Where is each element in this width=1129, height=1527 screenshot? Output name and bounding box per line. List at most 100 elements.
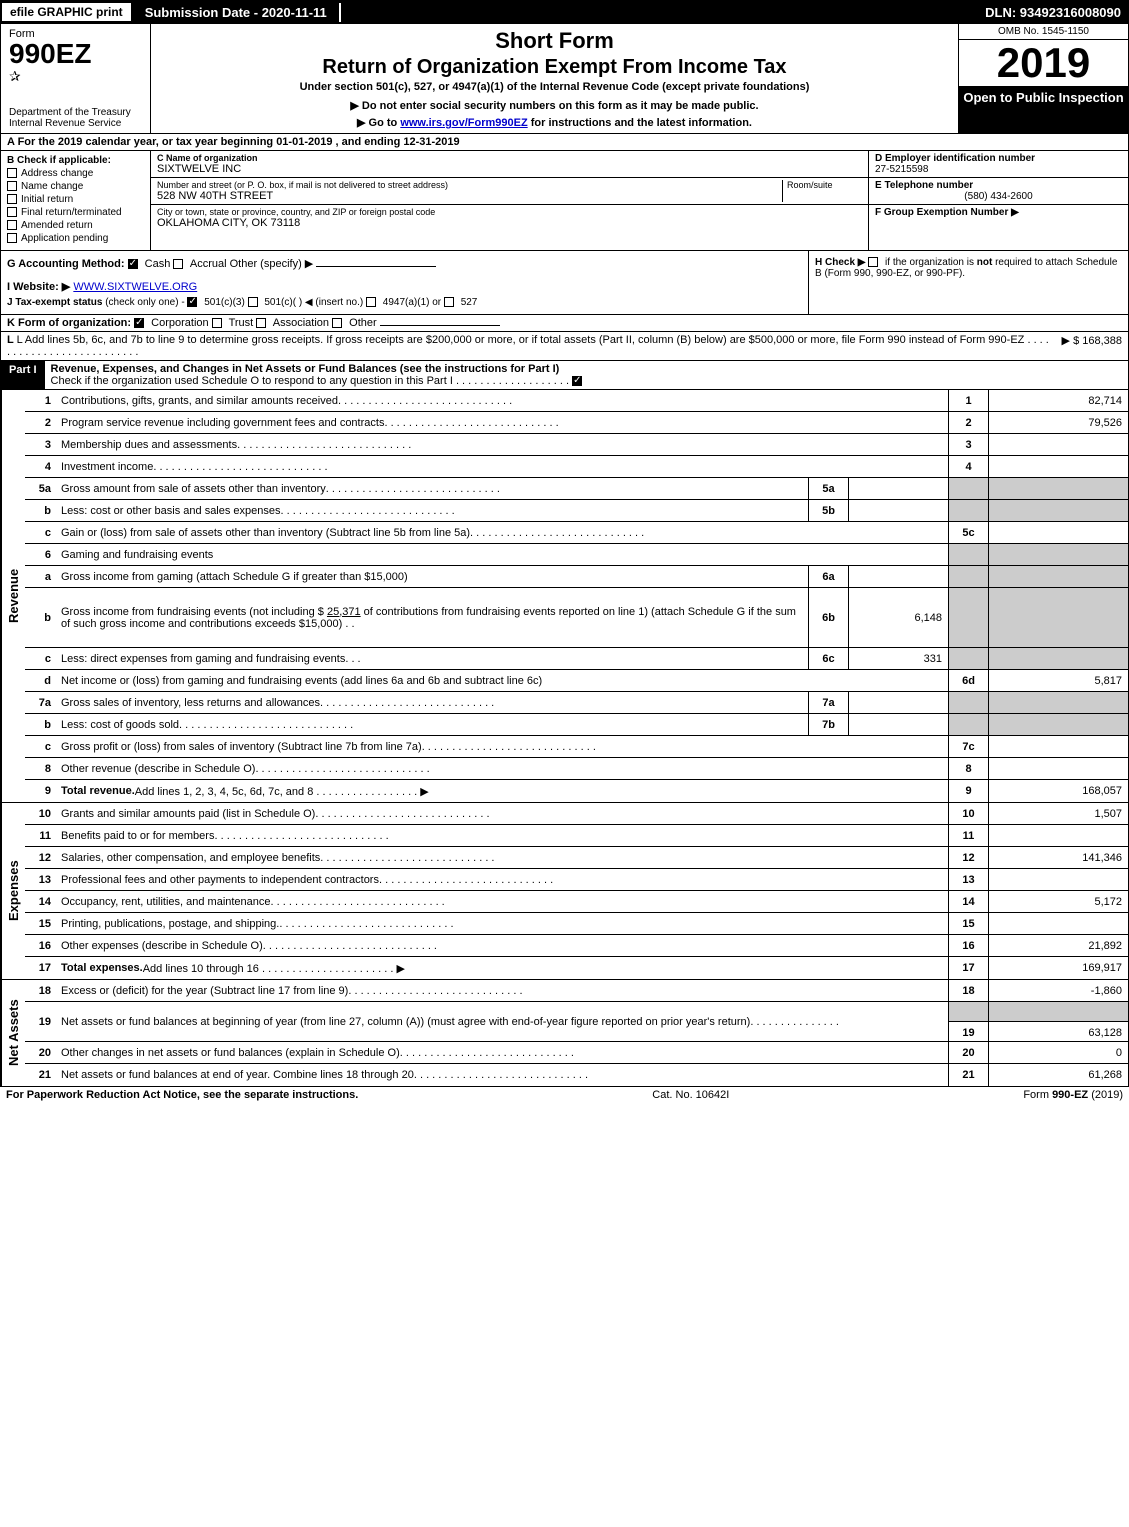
ssn-warning: ▶ Do not enter social security numbers o… — [155, 99, 954, 112]
org-name-row: C Name of organization SIXTWELVE INC — [151, 151, 868, 178]
section-gh: G Accounting Method: Cash Accrual Other … — [0, 251, 1129, 315]
phone-value: (580) 434-2600 — [875, 191, 1122, 202]
check-schedule-o[interactable] — [572, 376, 582, 386]
check-501c3[interactable] — [187, 297, 197, 307]
check-application-pending[interactable]: Application pending — [7, 233, 144, 244]
line-1: 1 Contributions, gifts, grants, and simi… — [25, 390, 1128, 412]
line-6a: a Gross income from gaming (attach Sched… — [25, 566, 1128, 588]
line-14: 14 Occupancy, rent, utilities, and maint… — [25, 891, 1128, 913]
check-address-change[interactable]: Address change — [7, 168, 144, 179]
check-other-org[interactable] — [332, 318, 342, 328]
check-corp[interactable] — [134, 318, 144, 328]
line-5c: c Gain or (loss) from sale of assets oth… — [25, 522, 1128, 544]
section-b: B Check if applicable: Address change Na… — [1, 151, 151, 250]
line-6c: c Less: direct expenses from gaming and … — [25, 648, 1128, 670]
expenses-section: Expenses 10 Grants and similar amounts p… — [0, 803, 1129, 980]
section-c: C Name of organization SIXTWELVE INC Num… — [151, 151, 868, 250]
line-21: 21 Net assets or fund balances at end of… — [25, 1064, 1128, 1086]
street-label: Number and street (or P. O. box, if mail… — [157, 180, 782, 190]
section-a-row: A For the 2019 calendar year, or tax yea… — [0, 134, 1129, 151]
info-grid: B Check if applicable: Address change Na… — [0, 151, 1129, 251]
line-12: 12 Salaries, other compensation, and emp… — [25, 847, 1128, 869]
check-4947[interactable] — [366, 297, 376, 307]
street-value: 528 NW 40TH STREET — [157, 190, 782, 202]
website-row: I Website: ▶ WWW.SIXTWELVE.ORG — [7, 280, 802, 293]
check-trust[interactable] — [212, 318, 222, 328]
form-number: 990EZ — [9, 40, 142, 68]
check-initial-return[interactable]: Initial return — [7, 194, 144, 205]
subtitle: Under section 501(c), 527, or 4947(a)(1)… — [155, 81, 954, 93]
line-6: 6 Gaming and fundraising events — [25, 544, 1128, 566]
city-value: OKLAHOMA CITY, OK 73118 — [157, 217, 862, 229]
footer-left: For Paperwork Reduction Act Notice, see … — [6, 1089, 358, 1101]
line-8: 8 Other revenue (describe in Schedule O)… — [25, 758, 1128, 780]
section-l: L L Add lines 5b, 6c, and 7b to line 9 t… — [0, 332, 1129, 361]
line-15: 15 Printing, publications, postage, and … — [25, 913, 1128, 935]
line-11: 11 Benefits paid to or for members 11 — [25, 825, 1128, 847]
line-20: 20 Other changes in net assets or fund b… — [25, 1042, 1128, 1064]
header-right: OMB No. 1545-1150 2019 Open to Public In… — [958, 24, 1128, 133]
phone-row: E Telephone number (580) 434-2600 — [869, 178, 1128, 205]
check-amended-return[interactable]: Amended return — [7, 220, 144, 231]
omb-number: OMB No. 1545-1150 — [959, 24, 1128, 40]
ein-label: D Employer identification number — [875, 153, 1122, 164]
footer-cat: Cat. No. 10642I — [652, 1089, 729, 1101]
section-k: K Form of organization: Corporation Trus… — [0, 315, 1129, 332]
footer: For Paperwork Reduction Act Notice, see … — [0, 1087, 1129, 1103]
org-name: SIXTWELVE INC — [157, 163, 862, 175]
tax-exempt-row: J Tax-exempt status (check only one) - 5… — [7, 297, 802, 308]
line-7c: c Gross profit or (loss) from sales of i… — [25, 736, 1128, 758]
website-link[interactable]: WWW.SIXTWELVE.ORG — [73, 281, 197, 293]
open-public-badge: Open to Public Inspection — [959, 86, 1128, 133]
return-title: Return of Organization Exempt From Incom… — [155, 56, 954, 79]
phone-label: E Telephone number — [875, 180, 1122, 191]
revenue-label: Revenue — [1, 390, 25, 802]
check-name-change[interactable]: Name change — [7, 181, 144, 192]
check-assoc[interactable] — [256, 318, 266, 328]
line-16: 16 Other expenses (describe in Schedule … — [25, 935, 1128, 957]
line-6d: d Net income or (loss) from gaming and f… — [25, 670, 1128, 692]
revenue-section: Revenue 1 Contributions, gifts, grants, … — [0, 390, 1129, 803]
header-center: Short Form Return of Organization Exempt… — [151, 24, 958, 133]
accounting-row: G Accounting Method: Cash Accrual Other … — [7, 257, 802, 270]
check-accrual[interactable] — [173, 259, 183, 269]
city-label: City or town, state or province, country… — [157, 207, 862, 217]
check-cash[interactable] — [128, 259, 138, 269]
line-17: 17 Total expenses. Add lines 10 through … — [25, 957, 1128, 979]
street-row: Number and street (or P. O. box, if mail… — [151, 178, 868, 205]
city-row: City or town, state or province, country… — [151, 205, 868, 231]
line-2: 2 Program service revenue including gove… — [25, 412, 1128, 434]
line-4: 4 Investment income 4 — [25, 456, 1128, 478]
line-19: 19 Net assets or fund balances at beginn… — [25, 1002, 1128, 1042]
short-form-title: Short Form — [155, 28, 954, 54]
efile-print-label[interactable]: efile GRAPHIC print — [0, 1, 133, 23]
goto-link: ▶ Go to www.irs.gov/Form990EZ for instru… — [155, 116, 954, 129]
netassets-section: Net Assets 18 Excess or (deficit) for th… — [0, 980, 1129, 1087]
check-527[interactable] — [444, 297, 454, 307]
line-5b: b Less: cost or other basis and sales ex… — [25, 500, 1128, 522]
part1-title: Revenue, Expenses, and Changes in Net As… — [45, 361, 1128, 389]
check-schedule-b[interactable] — [868, 257, 878, 267]
line-13: 13 Professional fees and other payments … — [25, 869, 1128, 891]
group-row: F Group Exemption Number ▶ — [869, 205, 1128, 250]
top-bar: efile GRAPHIC print Submission Date - 20… — [0, 0, 1129, 24]
irs-link[interactable]: www.irs.gov/Form990EZ — [400, 117, 527, 129]
netassets-label: Net Assets — [1, 980, 25, 1086]
line-10: 10 Grants and similar amounts paid (list… — [25, 803, 1128, 825]
submission-date: Submission Date - 2020-11-11 — [133, 3, 341, 22]
section-b-label: B Check if applicable: — [7, 155, 144, 166]
ein-value: 27-5215598 — [875, 164, 1122, 175]
room-label: Room/suite — [787, 180, 862, 190]
tax-year: 2019 — [959, 40, 1128, 86]
section-h: H Check ▶ if the organization is not req… — [808, 251, 1128, 314]
org-name-label: C Name of organization — [157, 153, 862, 163]
line-7a: 7a Gross sales of inventory, less return… — [25, 692, 1128, 714]
section-l-amount: ▶ $ 168,388 — [1052, 334, 1122, 358]
line-5a: 5a Gross amount from sale of assets othe… — [25, 478, 1128, 500]
check-final-return[interactable]: Final return/terminated — [7, 207, 144, 218]
form-header: Form 990EZ ✰ Department of the Treasury … — [0, 24, 1129, 134]
dept-treasury: Department of the Treasury Internal Reve… — [9, 107, 142, 129]
section-def: D Employer identification number 27-5215… — [868, 151, 1128, 250]
ein-row: D Employer identification number 27-5215… — [869, 151, 1128, 178]
check-501c[interactable] — [248, 297, 258, 307]
